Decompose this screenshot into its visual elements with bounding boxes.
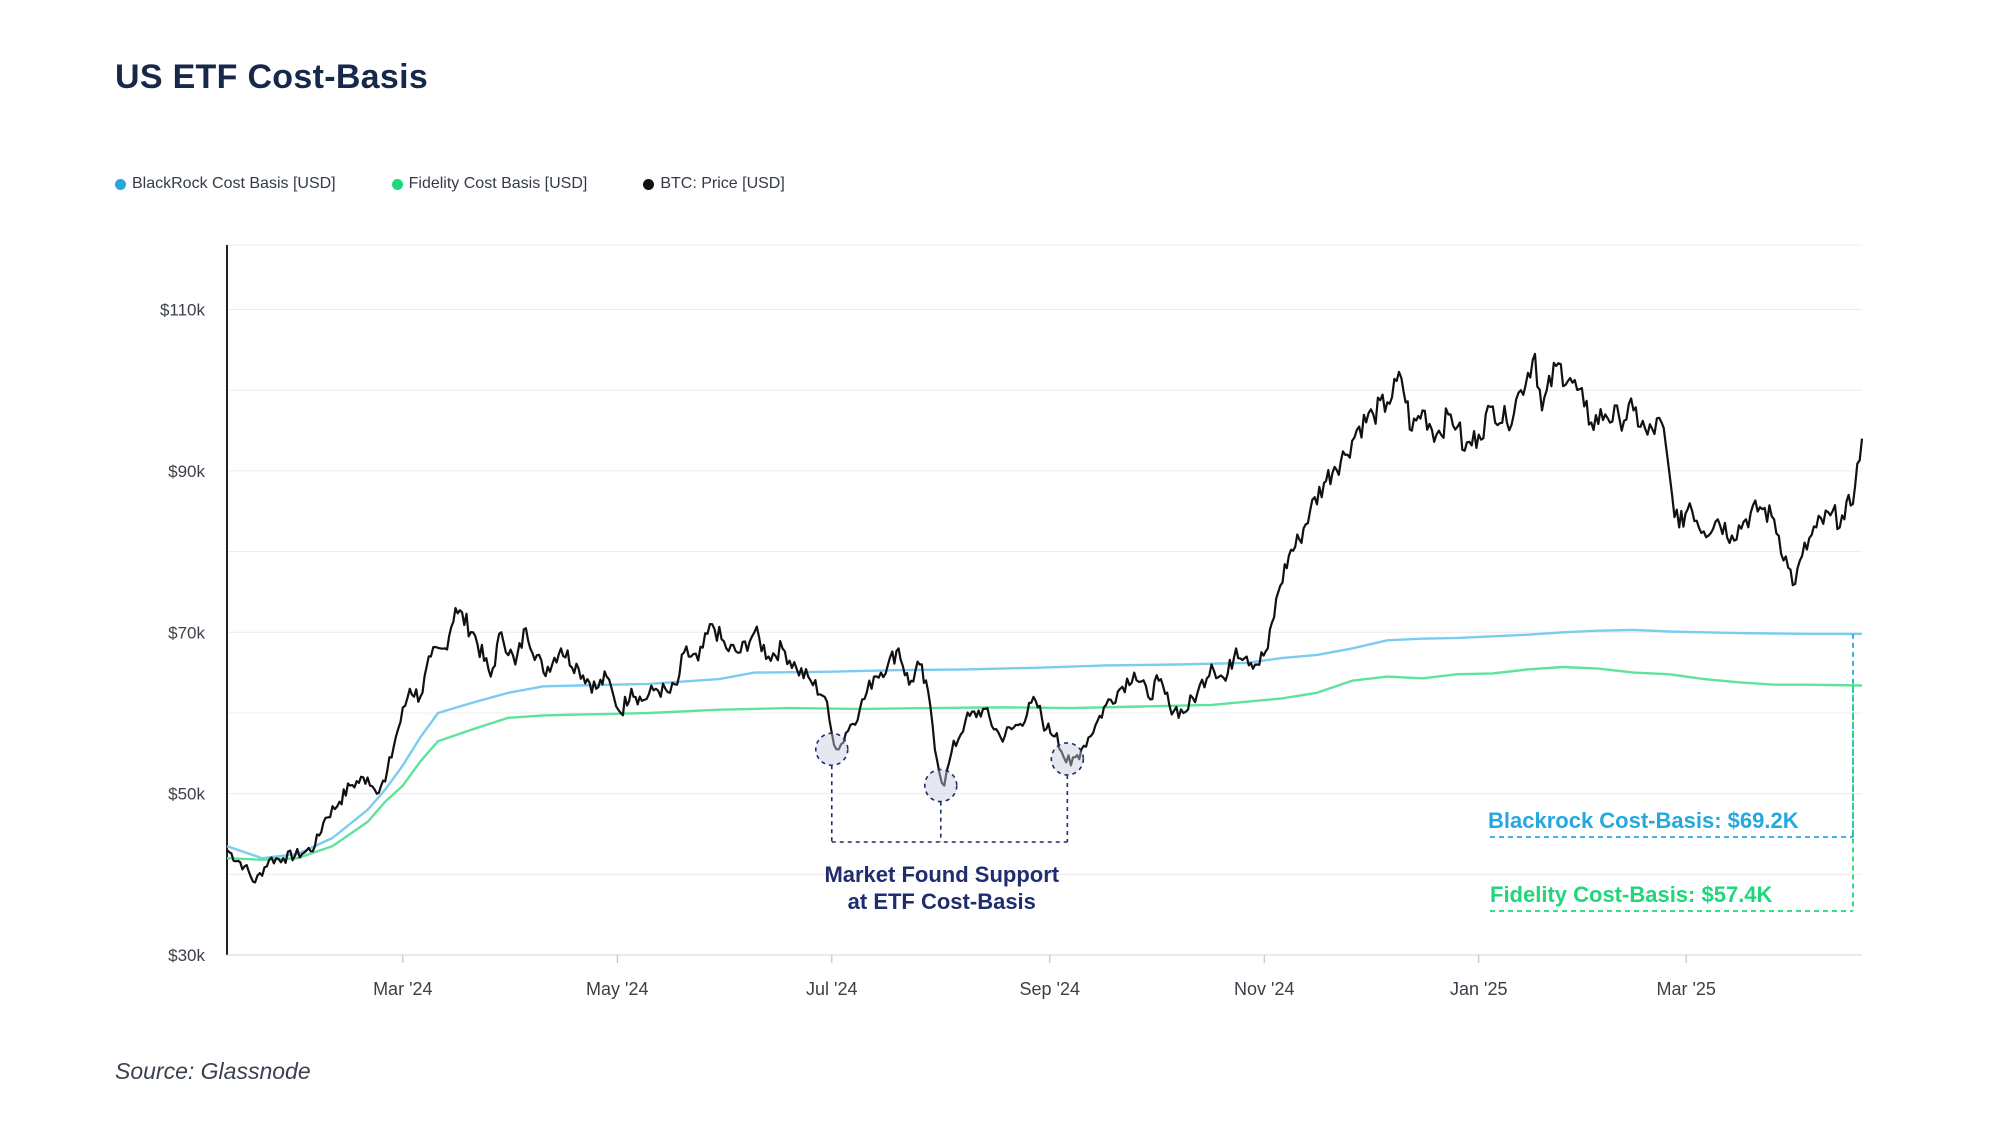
legend-item-blackrock[interactable]: BlackRock Cost Basis [USD] <box>115 175 336 193</box>
legend-item-btc[interactable]: BTC: Price [USD] <box>643 175 785 193</box>
x-tick-label: Sep '24 <box>1020 979 1081 999</box>
fidelity-cost-basis-label: Fidelity Cost-Basis: $57.4K <box>1490 882 1773 907</box>
y-tick-label: $90k <box>168 462 205 481</box>
chart-legend: BlackRock Cost Basis [USD] Fidelity Cost… <box>115 175 785 193</box>
y-tick-label: $50k <box>168 785 205 804</box>
legend-label-fidelity: Fidelity Cost Basis [USD] <box>408 175 588 192</box>
legend-dot-blackrock <box>115 178 126 190</box>
y-tick-label: $70k <box>168 623 205 642</box>
y-tick-label: $110k <box>160 301 206 320</box>
legend-item-fidelity[interactable]: Fidelity Cost Basis [USD] <box>391 175 588 193</box>
x-tick-label: Nov '24 <box>1234 979 1294 999</box>
legend-label-btc: BTC: Price [USD] <box>660 175 785 192</box>
x-tick-label: Jan '25 <box>1450 979 1507 999</box>
grid-lines <box>227 244 1862 956</box>
legend-label-blackrock: BlackRock Cost Basis [USD] <box>132 175 336 192</box>
source-note: Source: Glassnode <box>115 1058 311 1084</box>
support-circle <box>814 732 849 767</box>
support-annotation-text: at ETF Cost-Basis <box>848 889 1036 914</box>
x-tick-label: Mar '25 <box>1656 979 1715 999</box>
x-tick-label: Mar '24 <box>373 979 432 999</box>
series-line-blackrock <box>226 628 1862 860</box>
x-tick-label: Jul '24 <box>806 979 857 999</box>
x-tick-label: May '24 <box>586 979 648 999</box>
chart-title: US ETF Cost-Basis <box>115 58 429 96</box>
axes: $30k $50k $70k $90k $110k Mar '24 May '24 Jul '… <box>160 245 1862 999</box>
series-line-fidelity <box>226 665 1863 861</box>
legend-dot-fidelity <box>391 178 403 190</box>
series-line-btc <box>226 352 1864 884</box>
support-circle <box>1050 742 1085 776</box>
support-circle <box>923 768 958 803</box>
y-tick-label: $30k <box>168 946 205 965</box>
support-annotation-text: Market Found Support <box>824 862 1059 887</box>
legend-dot-btc <box>643 178 655 190</box>
blackrock-cost-basis-label: Blackrock Cost-Basis: $69.2K <box>1488 808 1799 833</box>
series-lines <box>226 352 1864 884</box>
